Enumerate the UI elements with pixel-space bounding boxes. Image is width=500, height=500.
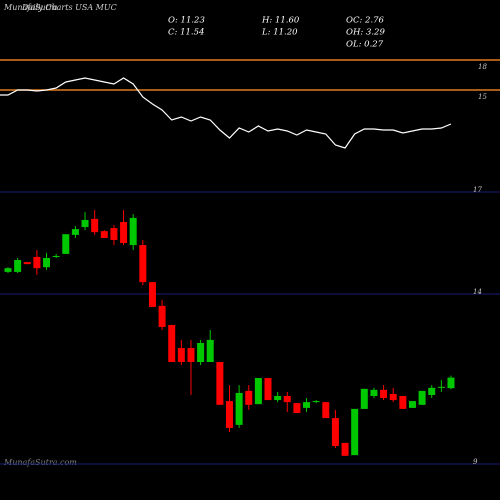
candle-body bbox=[52, 255, 60, 257]
candle-body bbox=[197, 342, 205, 362]
candle-body bbox=[206, 339, 214, 362]
stat: C: 11.54 bbox=[168, 28, 204, 38]
candle-body bbox=[4, 268, 12, 272]
candle-body bbox=[177, 348, 185, 362]
candle-body bbox=[293, 403, 301, 413]
candle-body bbox=[110, 228, 118, 240]
candle-body bbox=[380, 389, 388, 399]
watermark: MunafaSutra.com bbox=[3, 458, 77, 467]
candle-body bbox=[120, 221, 128, 244]
y-tick-label: 9 bbox=[473, 458, 478, 466]
candle-body bbox=[447, 377, 455, 389]
candle-body bbox=[235, 392, 243, 425]
candle-body bbox=[418, 390, 426, 405]
candle-body bbox=[274, 395, 282, 401]
candle-body bbox=[408, 401, 416, 408]
candle-body bbox=[322, 402, 330, 419]
candle-body bbox=[129, 217, 137, 246]
candle-body bbox=[428, 387, 436, 395]
candle-body bbox=[33, 256, 41, 269]
candle-body bbox=[23, 262, 31, 265]
stat: OH: 3.29 bbox=[346, 28, 385, 38]
candle-body bbox=[14, 260, 22, 272]
candle-body bbox=[148, 282, 156, 307]
candle-body bbox=[168, 324, 176, 362]
candle-body bbox=[437, 386, 445, 388]
candle-body bbox=[187, 348, 195, 362]
candle-body bbox=[43, 257, 51, 268]
candle-body bbox=[71, 229, 79, 235]
candle-body bbox=[216, 361, 224, 405]
candle-body bbox=[389, 393, 397, 401]
y-tick-label: 14 bbox=[473, 288, 482, 296]
indicator-line bbox=[0, 77, 452, 149]
candle-body bbox=[331, 418, 339, 446]
candle-body bbox=[370, 389, 378, 396]
candle-body bbox=[360, 388, 368, 409]
stat: L: 11.20 bbox=[261, 28, 298, 38]
chart-title: Daily Charts USA MUC bbox=[21, 3, 117, 12]
candle-body bbox=[100, 231, 108, 238]
candle-body bbox=[303, 402, 311, 408]
stat: H: 11.60 bbox=[261, 16, 300, 26]
stat: O: 11.23 bbox=[168, 16, 205, 26]
y-tick-label: 18 bbox=[478, 63, 487, 71]
candle-body bbox=[139, 245, 147, 283]
candle-body bbox=[81, 219, 89, 228]
brand: MunafaSutra bbox=[3, 3, 58, 12]
candle-body bbox=[283, 395, 291, 403]
candle-body bbox=[264, 377, 272, 401]
stat: OC: 2.76 bbox=[346, 16, 385, 26]
candle-body bbox=[62, 234, 70, 254]
y-tick-label: 17 bbox=[473, 186, 482, 194]
candle-body bbox=[254, 377, 262, 405]
y-tick-label: 15 bbox=[478, 93, 487, 101]
candle-body bbox=[341, 442, 349, 456]
candle-body bbox=[158, 305, 166, 327]
candle-body bbox=[245, 390, 253, 405]
candle-body bbox=[351, 408, 359, 456]
candle-body bbox=[91, 218, 99, 233]
candle-body bbox=[225, 401, 233, 428]
candle-body bbox=[312, 401, 320, 403]
candle-body bbox=[399, 395, 407, 409]
stat: OL: 0.27 bbox=[346, 40, 384, 50]
